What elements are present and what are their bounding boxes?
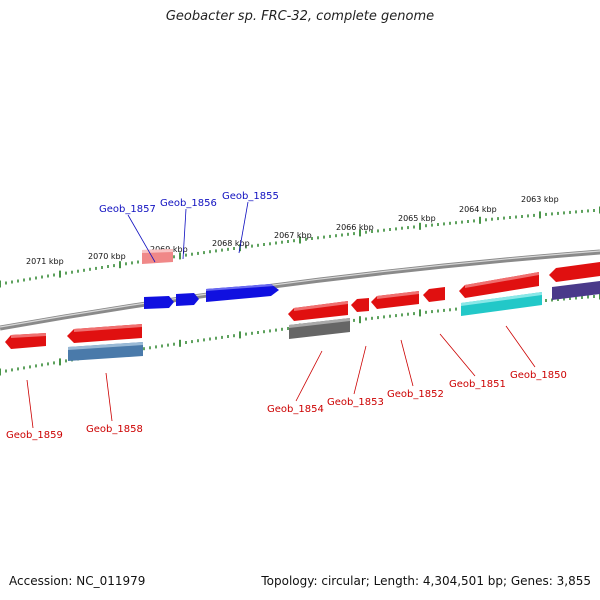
gene-Geob_1850[interactable] <box>461 292 542 316</box>
accession-text: Accession: NC_011979 <box>9 574 146 588</box>
gene-label[interactable]: Geob_1852 <box>387 389 444 400</box>
map-title: Geobacter sp. FRC-32, complete genome <box>165 9 435 24</box>
gene-labels: Geob_1857 Geob_1856 Geob_1855 Geob_1859 … <box>6 191 567 441</box>
genome-backbone <box>0 249 600 331</box>
kbp-label: 2063 kbp <box>521 195 559 204</box>
gene-label[interactable]: Geob_1855 <box>222 191 279 202</box>
gene-Geob_1854-a[interactable] <box>288 301 348 321</box>
genome-summary-text: Topology: circular; Length: 4,304,501 bp… <box>261 574 591 588</box>
gene-label[interactable]: Geob_1858 <box>86 424 143 435</box>
upper-kbp-scale <box>0 206 600 288</box>
gene-label[interactable]: Geob_1859 <box>6 430 63 441</box>
gene-Geob_1856[interactable] <box>144 296 174 309</box>
kbp-label: 2070 kbp <box>88 252 126 261</box>
kbp-label: 2071 kbp <box>26 257 64 266</box>
kbp-label: 2067 kbp <box>274 231 312 240</box>
forward-genes <box>142 249 600 309</box>
gene-right-red[interactable] <box>549 262 600 282</box>
leader-lines <box>26 201 536 429</box>
gene-label[interactable]: Geob_1854 <box>267 404 324 415</box>
gene-Geob_1851[interactable] <box>423 287 445 302</box>
gene-label[interactable]: Geob_1851 <box>449 379 506 390</box>
gene-Geob_1856-b[interactable] <box>176 293 199 306</box>
gene-label[interactable]: Geob_1857 <box>99 204 156 215</box>
kbp-label: 2064 kbp <box>459 205 497 214</box>
reverse-genes <box>5 287 542 361</box>
kbp-label: 2068 kbp <box>212 239 250 248</box>
gene-Geob_1853[interactable] <box>351 298 369 312</box>
gene-label[interactable]: Geob_1850 <box>510 370 567 381</box>
kbp-label: 2066 kbp <box>336 223 374 232</box>
gene-label[interactable]: Geob_1856 <box>160 198 217 209</box>
gene-right-purple[interactable] <box>552 281 600 300</box>
kbp-label: 2065 kbp <box>398 214 436 223</box>
gene-label[interactable]: Geob_1853 <box>327 397 384 408</box>
